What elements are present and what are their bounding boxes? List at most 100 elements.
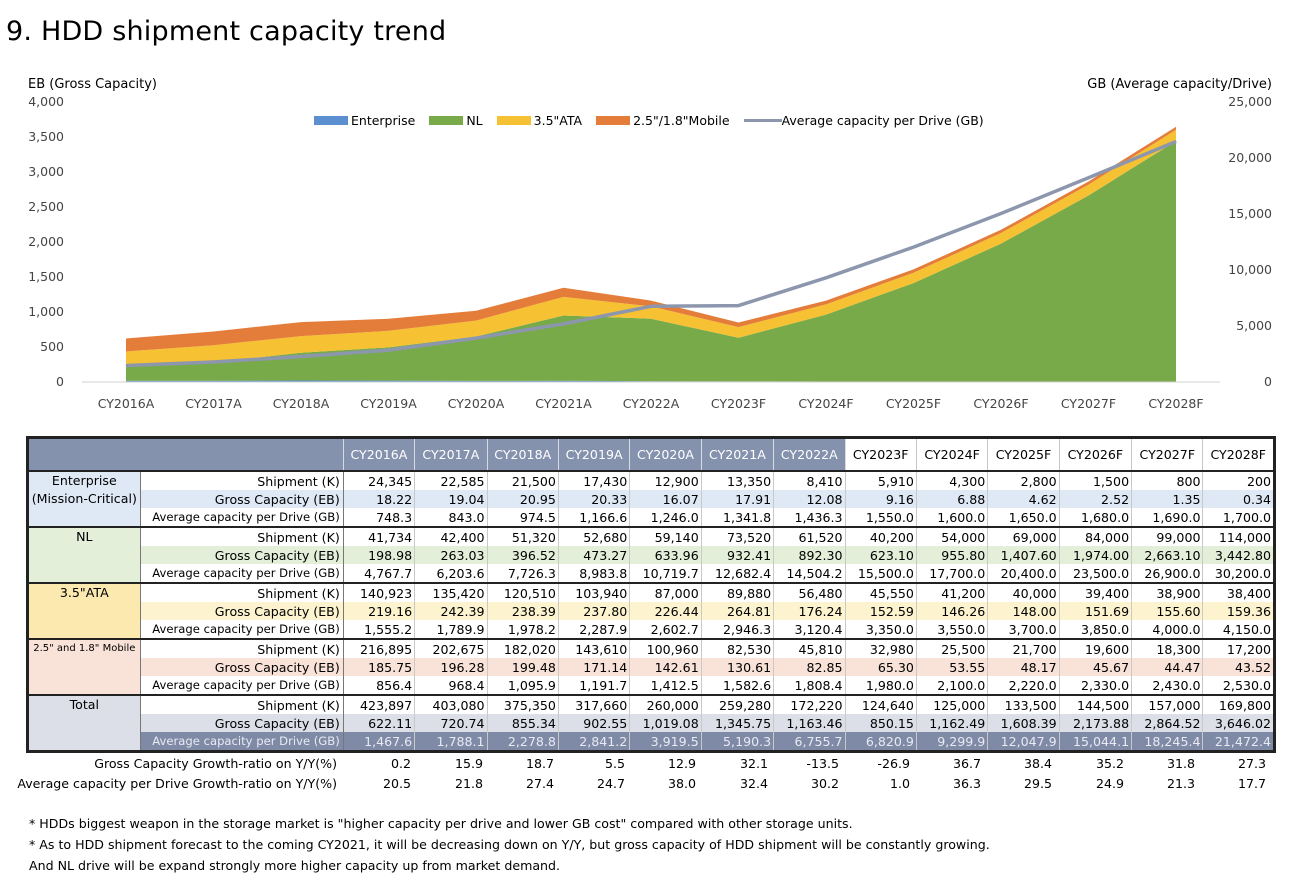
table-cell: 53.55 bbox=[916, 658, 989, 676]
table-cell: 21,500 bbox=[487, 470, 559, 490]
table-cell: 1,500 bbox=[1059, 470, 1133, 490]
table-cell: 48.17 bbox=[987, 658, 1060, 676]
growth-value: 31.8 bbox=[1166, 756, 1195, 771]
table-row: Average capacity per Drive (GB) 748.3 843.… bbox=[28, 508, 1275, 527]
x-tick-label: CY2017A bbox=[185, 396, 242, 411]
legend-swatch bbox=[429, 115, 464, 125]
table-cell: 216,895 bbox=[343, 638, 416, 658]
table-cell: 185.75 bbox=[343, 658, 416, 676]
chart-legend: Enterprise NL 3.5"ATA 2.5"/1.8"Mobile Averag… bbox=[314, 112, 998, 128]
legend-item: NL bbox=[429, 113, 483, 128]
table-cell: 968.4 bbox=[414, 676, 488, 695]
table-cell: 52,680 bbox=[558, 526, 631, 546]
group-label: Total bbox=[27, 694, 141, 752]
table-cell: 1,974.00 bbox=[1059, 546, 1133, 564]
right-axis-title: GB (Average capacity/Drive) bbox=[1087, 77, 1272, 92]
table-cell: 54,000 bbox=[916, 526, 989, 546]
table-cell: 2,530.0 bbox=[1202, 676, 1275, 695]
table-cell: 51,320 bbox=[487, 526, 559, 546]
table-cell: 1,166.6 bbox=[558, 508, 631, 527]
table-cell: 902.55 bbox=[558, 714, 631, 732]
table-cell: 800 bbox=[1131, 470, 1204, 490]
table-cell: 633.96 bbox=[629, 546, 702, 564]
metric-label: Shipment (K) bbox=[140, 582, 344, 602]
growth-value: 30.2 bbox=[810, 776, 839, 791]
table-cell: 2,946.3 bbox=[701, 620, 775, 639]
table-cell: 17,430 bbox=[558, 470, 631, 490]
table-cell: 4,300 bbox=[916, 470, 989, 490]
table-cell: 5,190.3 bbox=[701, 732, 775, 752]
group-label: NL bbox=[27, 526, 141, 583]
table-cell: 1,407.60 bbox=[987, 546, 1060, 564]
table-cell: 151.69 bbox=[1059, 602, 1133, 620]
x-tick-label: CY2024F bbox=[798, 396, 853, 411]
table-cell: 6,203.6 bbox=[414, 564, 488, 583]
avg-capacity-point bbox=[913, 246, 914, 248]
table-row: Average capacity per Drive (GB) 856.4 968.… bbox=[28, 676, 1275, 695]
growth-value: 5.5 bbox=[604, 756, 625, 771]
x-tick-label: CY2026F bbox=[973, 396, 1028, 411]
table-cell: 3,350.0 bbox=[845, 620, 917, 639]
growth-value: 24.7 bbox=[596, 776, 625, 791]
table-row: Average capacity per Drive (GB) 1,555.2 1,… bbox=[28, 620, 1275, 639]
growth-label: Average capacity per Drive Growth-ratio … bbox=[17, 776, 337, 791]
table-row: Average capacity per Drive (GB) 4,767.7 6,… bbox=[28, 564, 1275, 583]
metric-label: Gross Capacity (EB) bbox=[140, 658, 344, 676]
table-cell: 44.47 bbox=[1131, 658, 1204, 676]
table-cell: 3,550.0 bbox=[916, 620, 989, 639]
growth-value: 15.9 bbox=[454, 756, 483, 771]
table-cell: 103,940 bbox=[558, 582, 631, 602]
legend-label: 3.5"ATA bbox=[533, 112, 583, 128]
group-label-line: 3.5"ATA bbox=[59, 585, 109, 600]
note-line: * HDDs biggest weapon in the storage mar… bbox=[29, 816, 853, 831]
avg-capacity-point bbox=[1175, 141, 1177, 143]
table-cell: 82.85 bbox=[773, 658, 846, 676]
table-row: Gross Capacity (EB) 185.75 196.28 199.48 171… bbox=[28, 658, 1275, 676]
table-cell: 8,983.8 bbox=[558, 564, 631, 583]
legend-swatch bbox=[496, 115, 531, 125]
table-cell: 955.80 bbox=[916, 546, 989, 564]
legend-item: 2.5"/1.8"Mobile bbox=[596, 113, 730, 128]
area-series-1 bbox=[126, 141, 1176, 382]
legend-label: Enterprise bbox=[351, 112, 416, 128]
table-cell: 169,800 bbox=[1202, 694, 1275, 714]
table-cell: 159.36 bbox=[1202, 602, 1275, 620]
table-cell: 65.30 bbox=[845, 658, 917, 676]
table-cell: 41,734 bbox=[343, 526, 416, 546]
metric-label: Average capacity per Drive (GB) bbox=[140, 620, 344, 639]
table-cell: 13,350 bbox=[701, 470, 775, 490]
table-row: Gross Capacity (EB) 622.11 720.74 855.34 902… bbox=[28, 714, 1275, 732]
avg-capacity-point bbox=[563, 323, 564, 325]
page-title: 9. HDD shipment capacity trend bbox=[6, 16, 447, 47]
table-cell: 10,719.7 bbox=[629, 564, 702, 583]
table-cell: 124,640 bbox=[845, 694, 917, 714]
table-cell: 1,412.5 bbox=[629, 676, 702, 695]
table-cell: 143,610 bbox=[558, 638, 631, 658]
left-tick-label: 3,500 bbox=[28, 129, 64, 144]
table-cell: 17,200 bbox=[1202, 638, 1275, 658]
table-cell: 3,442.80 bbox=[1202, 546, 1275, 564]
x-tick-label: CY2016A bbox=[98, 396, 155, 411]
table-cell: 263.03 bbox=[414, 546, 488, 564]
metric-label: Shipment (K) bbox=[140, 470, 344, 490]
table-cell: 16.07 bbox=[629, 490, 702, 508]
table-cell: 38,900 bbox=[1131, 582, 1204, 602]
table-cell: 15,500.0 bbox=[845, 564, 917, 583]
table-cell: 12,682.4 bbox=[701, 564, 775, 583]
growth-value: 29.5 bbox=[1023, 776, 1052, 791]
group-label-line: (Mission-Critical) bbox=[31, 491, 137, 506]
table-cell: 23,500.0 bbox=[1059, 564, 1133, 583]
growth-value: 27.4 bbox=[525, 776, 554, 791]
table-cell: 45.67 bbox=[1059, 658, 1133, 676]
growth-value: 21.8 bbox=[454, 776, 483, 791]
growth-value: 38.0 bbox=[667, 776, 696, 791]
table-cell: 41,200 bbox=[916, 582, 989, 602]
table-cell: 4,767.7 bbox=[343, 564, 416, 583]
table-row: 3.5"ATA Shipment (K) 140,923 135,420 120,510… bbox=[27, 582, 1275, 639]
growth-label: Gross Capacity Growth-ratio on Y/Y(%) bbox=[94, 756, 337, 771]
x-tick-label: CY2023F bbox=[711, 396, 766, 411]
capacity-table: CY2016A CY2017A CY2018A CY2019A CY2020A CY202… bbox=[26, 436, 1276, 753]
x-tick-label: CY2019A bbox=[360, 396, 417, 411]
table-cell: 133,500 bbox=[987, 694, 1060, 714]
table-cell: 43.52 bbox=[1202, 658, 1275, 676]
